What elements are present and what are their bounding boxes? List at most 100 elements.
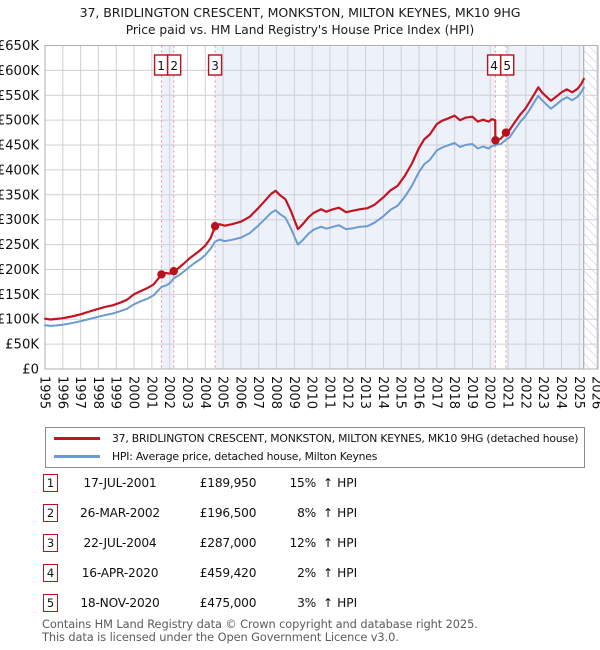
- y-tick-label: £150K: [0, 288, 39, 303]
- sale-date: 16-APR-2020: [81, 566, 159, 580]
- x-tick-label: 2000: [126, 376, 141, 409]
- y-tick-label: £600K: [0, 64, 39, 79]
- x-tick-label: 2019: [464, 376, 479, 409]
- sale-price: £459,420: [199, 566, 257, 580]
- page-subtitle: Price paid vs. HM Land Registry's House …: [125, 23, 475, 37]
- sale-price: £475,000: [199, 596, 257, 610]
- footer-line1: Contains HM Land Registry data © Crown c…: [42, 617, 478, 631]
- x-tick-label: 1996: [54, 376, 69, 409]
- sale-hpi-suffix: ↑ HPI: [323, 506, 358, 520]
- sale-number-badge: 2: [43, 504, 58, 522]
- x-tick-label: 1995: [37, 376, 52, 409]
- page-title: 37, BRIDLINGTON CRESCENT, MONKSTON, MILT…: [79, 5, 521, 20]
- table-row: 2 26-MAR-2002 £196,500 8% ↑ HPI: [43, 498, 563, 528]
- table-row: 5 18-NOV-2020 £475,000 3% ↑ HPI: [43, 588, 563, 618]
- x-tick-label: 2012: [339, 376, 354, 409]
- sale-number-badge: 5: [43, 594, 58, 612]
- table-row: 1 17-JUL-2001 £189,950 15% ↑ HPI: [43, 468, 563, 498]
- sale-price: £287,000: [199, 536, 257, 550]
- legend-label-hpi: HPI: Average price, detached house, Milt…: [112, 450, 378, 463]
- hpi-line: [44, 86, 585, 327]
- sale-number-badge: 4: [43, 564, 58, 582]
- legend-item-price-paid: 37, BRIDLINGTON CRESCENT, MONKSTON, MILT…: [46, 431, 584, 446]
- x-tick-label: 2006: [232, 376, 247, 409]
- sale-number-badge: 3: [43, 534, 58, 552]
- x-tick-label: 2014: [375, 376, 390, 409]
- sale-marker-dot: [491, 136, 500, 145]
- x-tick-label: 2008: [268, 376, 283, 409]
- sale-marker-badge-number: 2: [170, 59, 178, 73]
- sale-hpi-percent: 3%: [297, 596, 316, 610]
- y-tick-label: £200K: [0, 263, 39, 278]
- sale-marker-badge: [500, 54, 515, 76]
- sale-marker-badge: [166, 54, 182, 76]
- price-paid-line-swatch: [54, 437, 100, 440]
- x-tick-label: 1999: [108, 376, 123, 409]
- x-tick-label: 2017: [428, 376, 443, 409]
- y-tick-label: £300K: [0, 213, 39, 228]
- y-tick-label: £500K: [0, 114, 39, 129]
- sale-date: 22-JUL-2004: [83, 536, 157, 550]
- sale-hpi-percent: 15%: [289, 476, 317, 490]
- footer-line2: This data is licensed under the Open Gov…: [42, 629, 399, 644]
- sale-marker-badge-number: 1: [157, 59, 165, 73]
- table-row: 3 22-JUL-2004 £287,000 12% ↑ HPI: [43, 528, 563, 558]
- x-tick-label: 2010: [304, 376, 319, 409]
- license-footer: Contains HM Land Registry data © Crown c…: [42, 618, 478, 643]
- x-tick-label: 2025: [571, 376, 586, 409]
- x-tick-label: 2003: [179, 376, 194, 409]
- sale-date: 17-JUL-2001: [83, 476, 157, 490]
- sale-marker-badge-number: 5: [503, 59, 511, 73]
- sale-hpi-percent: 12%: [289, 536, 317, 550]
- x-tick-label: 2020: [482, 376, 497, 409]
- y-tick-label: £400K: [0, 163, 39, 178]
- legend-item-hpi: HPI: Average price, detached house, Milt…: [46, 449, 584, 464]
- y-tick-label: £350K: [0, 188, 39, 203]
- y-tick-label: £100K: [0, 313, 39, 328]
- sale-hpi-suffix: ↑ HPI: [323, 566, 358, 580]
- x-tick-label: 2011: [321, 376, 336, 409]
- x-tick-label: 2004: [197, 376, 212, 409]
- sale-hpi-percent: 2%: [297, 566, 316, 580]
- sale-price: £189,950: [199, 476, 257, 490]
- x-tick-label: 2015: [393, 376, 408, 409]
- sale-marker-dot: [169, 267, 178, 276]
- x-tick-label: 2026: [589, 376, 600, 409]
- y-tick-label: £0: [22, 363, 39, 378]
- future-hatch-region: [583, 45, 598, 369]
- sale-marker-badge: [207, 54, 223, 76]
- hpi-line-swatch: [54, 455, 100, 458]
- sale-number-badge: 1: [43, 474, 58, 492]
- table-row: 4 16-APR-2020 £459,420 2% ↑ HPI: [43, 558, 563, 588]
- x-tick-label: 2001: [143, 376, 158, 409]
- sale-hpi-suffix: ↑ HPI: [323, 596, 358, 610]
- x-tick-label: 2002: [161, 376, 176, 409]
- sale-marker-dot: [157, 270, 166, 279]
- y-tick-label: £50K: [5, 338, 39, 353]
- sale-marker-dot: [501, 128, 511, 137]
- x-tick-label: 2009: [286, 376, 301, 409]
- sales-table: 1 17-JUL-2001 £189,950 15% ↑ HPI 2 26-MA…: [43, 468, 563, 618]
- price-paid-line: [43, 77, 585, 321]
- x-tick-label: 2005: [215, 376, 230, 409]
- y-tick-label: £650K: [0, 39, 39, 54]
- x-tick-label: 2016: [411, 376, 426, 409]
- sale-date: 18-NOV-2020: [80, 596, 160, 610]
- sale-marker-badge-number: 4: [490, 59, 498, 73]
- x-tick-label: 2023: [535, 376, 550, 409]
- x-tick-label: 2024: [553, 376, 568, 409]
- x-tick-label: 2013: [357, 376, 372, 409]
- sale-date: 26-MAR-2002: [80, 506, 160, 520]
- x-tick-label: 1997: [72, 376, 87, 409]
- legend-label-price-paid: 37, BRIDLINGTON CRESCENT, MONKSTON, MILT…: [112, 432, 579, 445]
- sale-marker-badge-number: 3: [211, 59, 219, 73]
- y-tick-label: £450K: [0, 139, 39, 154]
- x-tick-label: 2021: [500, 376, 515, 409]
- x-tick-label: 1998: [90, 376, 105, 409]
- x-tick-label: 2022: [517, 376, 532, 409]
- owned-period-shade: [215, 45, 496, 369]
- price-chart: 1 2 3 4 5 £0 £50K £100K £150K £200K £250K £300K £350…: [0, 39, 600, 409]
- plot-border: [44, 45, 599, 370]
- sale-hpi-suffix: ↑ HPI: [323, 536, 358, 550]
